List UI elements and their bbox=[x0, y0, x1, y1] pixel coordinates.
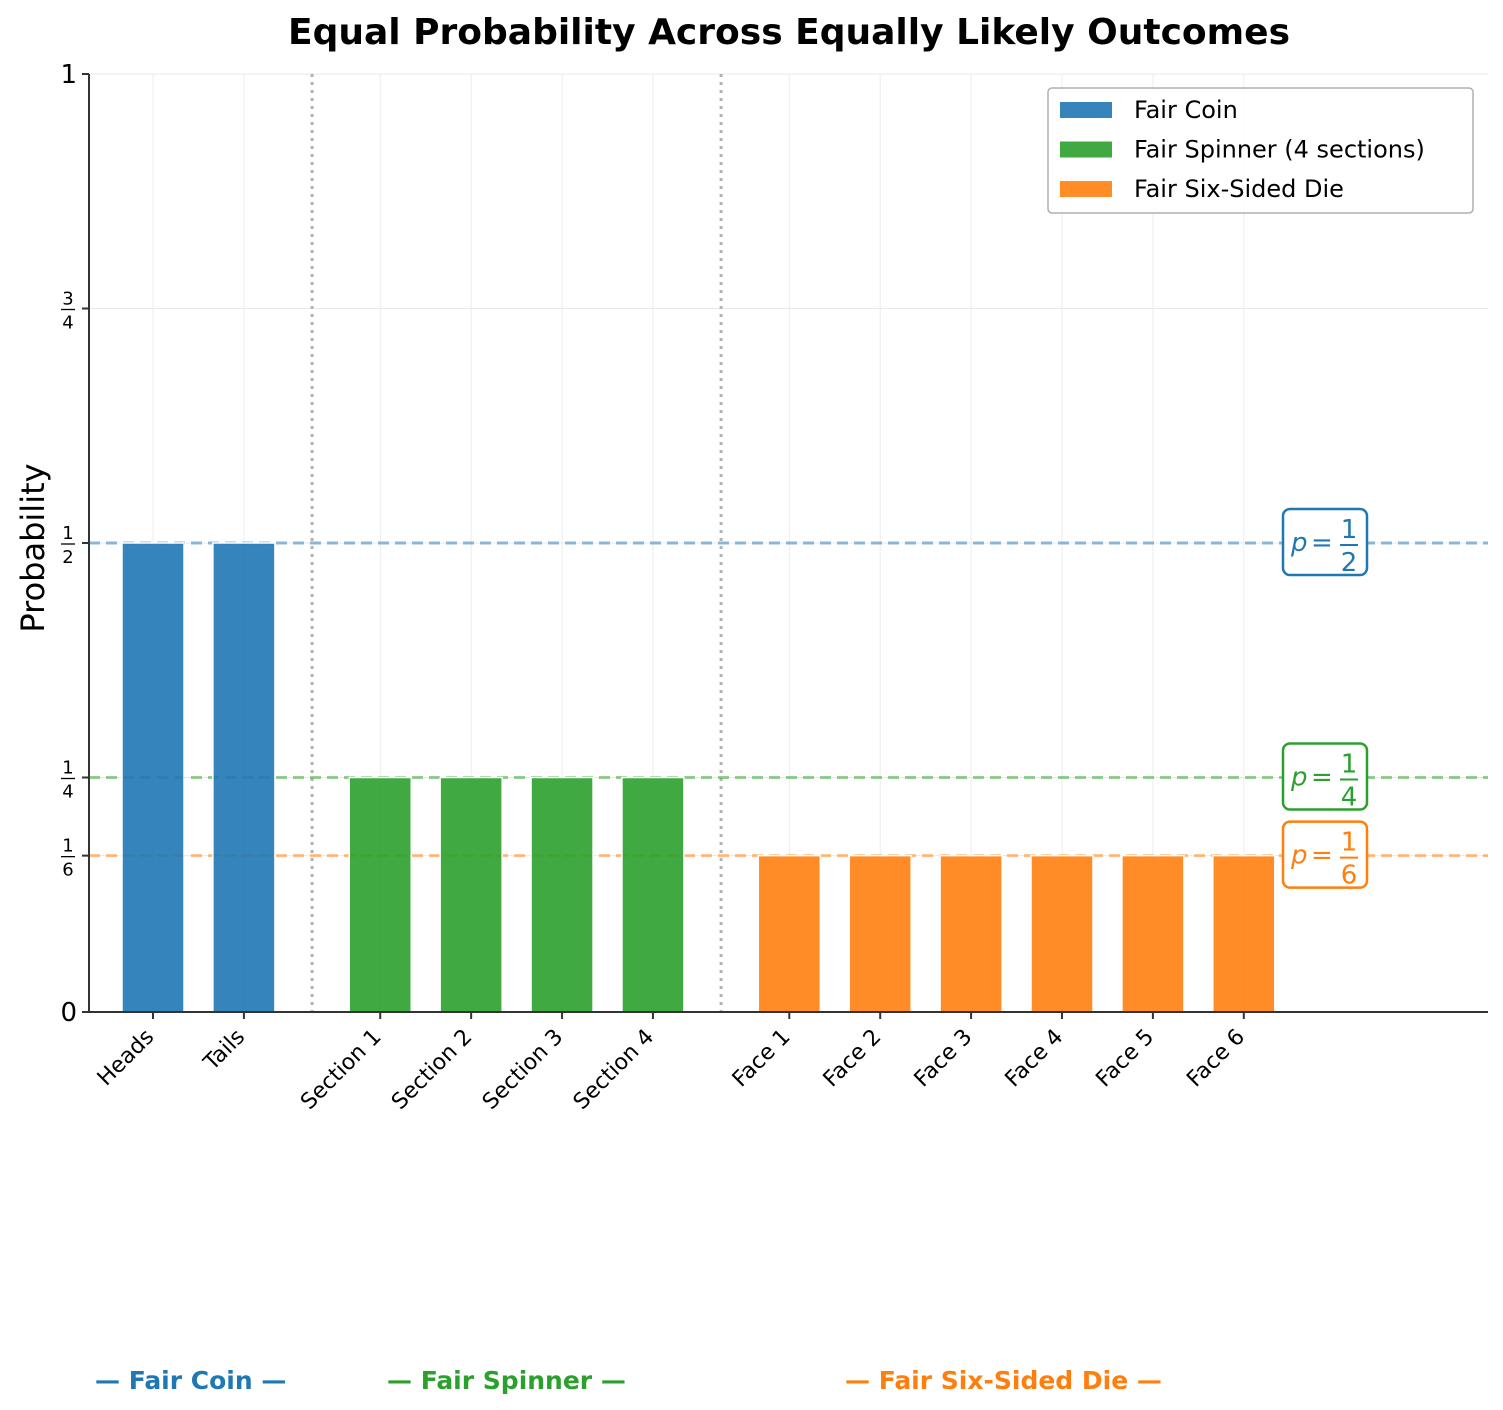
bar bbox=[621, 776, 685, 1013]
group-label: — Fair Coin — bbox=[95, 1366, 286, 1395]
legend-swatch bbox=[1060, 181, 1112, 197]
bar bbox=[848, 854, 912, 1013]
bar bbox=[1212, 854, 1276, 1013]
reference-annotation-numerator: 1 bbox=[1341, 828, 1358, 858]
bar bbox=[212, 542, 276, 1013]
reference-annotation-denominator: 4 bbox=[1341, 783, 1358, 813]
x-tick-label: Section 3 bbox=[478, 1025, 568, 1115]
y-tick-denominator: 2 bbox=[62, 547, 73, 568]
bar bbox=[439, 776, 503, 1013]
x-tick-label: Face 4 bbox=[1001, 1025, 1069, 1093]
x-tick-label: Section 2 bbox=[387, 1025, 477, 1115]
x-tick-label: Face 6 bbox=[1182, 1025, 1250, 1093]
y-tick-numerator: 1 bbox=[62, 523, 73, 544]
legend-swatch bbox=[1060, 141, 1112, 158]
x-tick-label: Face 5 bbox=[1091, 1025, 1159, 1093]
y-tick-numerator: 1 bbox=[62, 758, 73, 779]
reference-lines bbox=[89, 541, 1488, 858]
reference-annotation-box bbox=[1281, 820, 1369, 889]
bar bbox=[530, 776, 594, 1013]
legend-label: Fair Coin bbox=[1134, 96, 1238, 124]
y-tick-label: 0 bbox=[60, 998, 77, 1028]
x-tick-label: Section 4 bbox=[569, 1025, 659, 1115]
bar bbox=[939, 854, 1003, 1013]
y-tick-denominator: 4 bbox=[62, 313, 73, 334]
group-label: — Fair Six-Sided Die — bbox=[845, 1366, 1162, 1395]
chart-title: Equal Probability Across Equally Likely … bbox=[288, 12, 1290, 53]
reference-annotation-equals: = bbox=[1311, 841, 1333, 871]
reference-annotation-symbol: p bbox=[1290, 528, 1308, 558]
bar bbox=[1030, 854, 1094, 1013]
y-ticks: 0 1 6 1 4 1 2 3 4 1 bbox=[60, 60, 89, 1028]
reference-annotations: p = 12p = 14p = 16 bbox=[1281, 507, 1369, 891]
y-tick-numerator: 3 bbox=[62, 289, 73, 310]
x-tick-label: Face 1 bbox=[728, 1025, 796, 1093]
x-tick-label: Section 1 bbox=[296, 1025, 386, 1115]
legend-swatch bbox=[1060, 102, 1112, 118]
y-tick-numerator: 1 bbox=[62, 836, 73, 857]
x-tick-label: Heads bbox=[93, 1025, 159, 1091]
legend: Fair Coin Fair Spinner (4 sections) Fair S… bbox=[1047, 87, 1474, 214]
y-axis-label: Probability bbox=[14, 463, 52, 632]
group-label: — Fair Spinner — bbox=[387, 1366, 626, 1395]
bar bbox=[121, 542, 185, 1013]
legend-box bbox=[1047, 87, 1474, 214]
bar bbox=[1121, 854, 1185, 1013]
reference-annotation-symbol: p bbox=[1290, 763, 1308, 793]
x-tick-label: Face 2 bbox=[819, 1025, 887, 1093]
reference-annotation-equals: = bbox=[1311, 763, 1333, 793]
x-tick-label: Tails bbox=[199, 1025, 251, 1077]
reference-annotation-box bbox=[1281, 742, 1369, 811]
y-tick-label: 1 bbox=[60, 60, 77, 90]
bars bbox=[121, 542, 1276, 1013]
y-tick-denominator: 4 bbox=[62, 782, 73, 803]
reference-annotation-numerator: 1 bbox=[1341, 515, 1358, 545]
reference-annotation-equals: = bbox=[1311, 528, 1333, 558]
bar bbox=[757, 854, 822, 1013]
reference-annotation-denominator: 2 bbox=[1341, 548, 1358, 578]
x-ticks: Heads Tails Section 1 Section 2 Section 3 Sec… bbox=[93, 1012, 1250, 1115]
group-labels: — Fair Coin — — Fair Spinner — — Fair Six-… bbox=[95, 1366, 1162, 1395]
reference-annotation-symbol: p bbox=[1290, 841, 1308, 871]
reference-annotation-denominator: 6 bbox=[1341, 861, 1358, 891]
x-tick-label: Face 3 bbox=[910, 1025, 978, 1093]
reference-annotation-numerator: 1 bbox=[1341, 750, 1358, 780]
bar bbox=[348, 776, 412, 1013]
reference-annotation-box bbox=[1281, 507, 1369, 577]
y-tick-denominator: 6 bbox=[62, 860, 73, 881]
legend-label: Fair Six-Sided Die bbox=[1134, 175, 1344, 203]
legend-label: Fair Spinner (4 sections) bbox=[1134, 136, 1425, 164]
